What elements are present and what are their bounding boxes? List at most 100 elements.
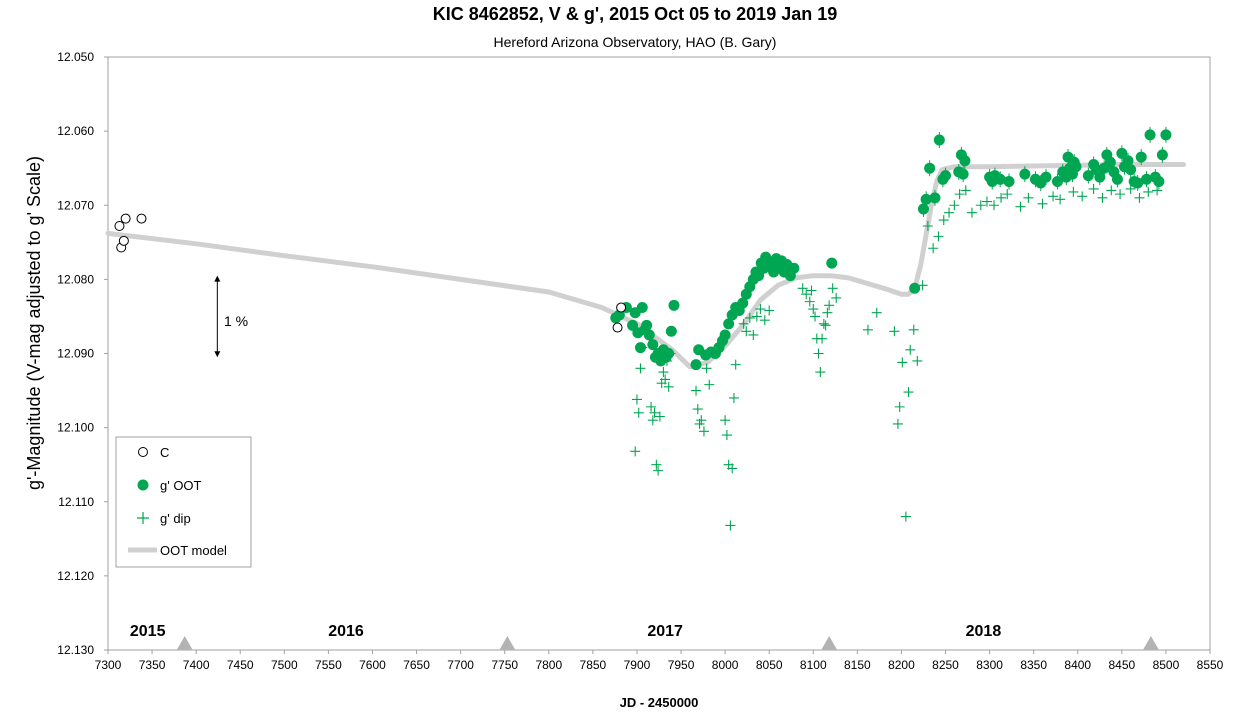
dip-point [889, 326, 900, 337]
legend-label-dip: g' dip [160, 511, 191, 526]
oot-point [1160, 129, 1172, 141]
c-point [612, 322, 623, 333]
dip-point [759, 315, 770, 326]
dip-point [1152, 185, 1163, 196]
dip-point [1077, 191, 1088, 202]
dip-point [630, 446, 641, 457]
oot-point [940, 170, 952, 182]
dip-point [975, 200, 986, 211]
year-marker-triangle [1142, 636, 1159, 650]
x-tick-label: 7350 [139, 658, 166, 672]
x-tick-label: 8100 [800, 658, 827, 672]
oot-point [788, 262, 800, 274]
year-marker-triangle [499, 636, 516, 650]
year-marker-triangle [821, 636, 838, 650]
dip-point [933, 231, 944, 242]
dip-point [698, 426, 709, 437]
scale-arrow-head-up [214, 275, 221, 282]
dip-point [900, 511, 911, 522]
chart-title: KIC 8462852, V & g', 2015 Oct 05 to 2019… [433, 4, 838, 24]
dip-point [827, 283, 838, 294]
oot-point [1070, 161, 1082, 173]
dip-point [755, 304, 766, 315]
y-tick-label: 12.070 [57, 198, 94, 212]
dip-point [721, 430, 732, 441]
x-tick-label: 8300 [976, 658, 1003, 672]
dip-point [808, 304, 819, 315]
dip-point [727, 463, 738, 474]
year-label: 2015 [130, 623, 166, 640]
c-point [616, 302, 627, 313]
x-tick-label: 7750 [491, 658, 518, 672]
x-tick-label: 8450 [1108, 658, 1135, 672]
legend-label-c: C [160, 445, 169, 460]
dip-point [817, 333, 828, 344]
scale-arrow-head-down [214, 351, 221, 358]
c-point [120, 213, 131, 224]
dip-point [944, 207, 955, 218]
c-point [114, 221, 125, 232]
dip-point [912, 355, 923, 366]
x-tick-label: 8400 [1064, 658, 1091, 672]
dip-point [1048, 191, 1059, 202]
dip-point [903, 387, 914, 398]
dip-point [897, 357, 908, 368]
oot-point [1082, 170, 1094, 182]
x-axis-label: JD - 2450000 [620, 695, 699, 710]
dip-point [871, 307, 882, 318]
x-tick-label: 7900 [624, 658, 651, 672]
x-tick-label: 8200 [888, 658, 915, 672]
dip-point [725, 520, 736, 531]
oot-point [920, 193, 932, 205]
oot-point [1040, 171, 1052, 183]
dip-point [801, 289, 812, 300]
dip-point [822, 307, 833, 318]
dip-point [701, 363, 712, 374]
x-tick-label: 7500 [271, 658, 298, 672]
y-tick-label: 12.110 [58, 495, 94, 509]
dip-point [1002, 189, 1013, 200]
x-tick-label: 7950 [668, 658, 695, 672]
oot-point [690, 359, 702, 371]
oot-point [643, 329, 655, 341]
oot-point [634, 342, 646, 354]
oot-point [1051, 176, 1063, 188]
oot-point [1111, 173, 1123, 185]
dip-point [744, 312, 755, 323]
oot-point [959, 155, 971, 167]
x-tick-label: 8000 [712, 658, 739, 672]
x-tick-label: 7550 [315, 658, 342, 672]
oot-point [1153, 176, 1165, 188]
dip-points-layer [630, 183, 1163, 531]
dip-point [966, 207, 977, 218]
oot-point [647, 339, 659, 351]
oot-point [1144, 129, 1156, 141]
dip-point [905, 344, 916, 355]
y-tick-label: 12.060 [57, 124, 94, 138]
oot-point [663, 348, 675, 359]
dip-point [720, 415, 731, 426]
x-tick-label: 7400 [183, 658, 210, 672]
dip-point [1143, 186, 1154, 197]
scale-annotation-label: 1 % [224, 313, 248, 329]
oot-point [719, 329, 731, 341]
axis-ticks: 7300 7350 7400 7450 7500 7550 7600 7650 7700 7750… [57, 50, 1223, 672]
dip-point [862, 324, 873, 335]
legend-label-model: OOT model [160, 543, 227, 558]
dip-point [728, 392, 739, 403]
dip-point [892, 418, 903, 429]
oot-point [1125, 164, 1137, 176]
y-tick-label: 12.130 [57, 643, 94, 657]
oot-point [933, 134, 945, 146]
year-label: 2016 [328, 623, 364, 640]
dip-point [691, 385, 702, 396]
x-tick-label: 7800 [535, 658, 562, 672]
dip-point [651, 459, 662, 470]
y-tick-label: 12.090 [57, 347, 94, 361]
oot-point [924, 162, 936, 174]
legend-c-marker [138, 447, 148, 457]
x-tick-label: 7850 [580, 658, 607, 672]
oot-point [1104, 156, 1116, 168]
dip-point [820, 320, 831, 331]
